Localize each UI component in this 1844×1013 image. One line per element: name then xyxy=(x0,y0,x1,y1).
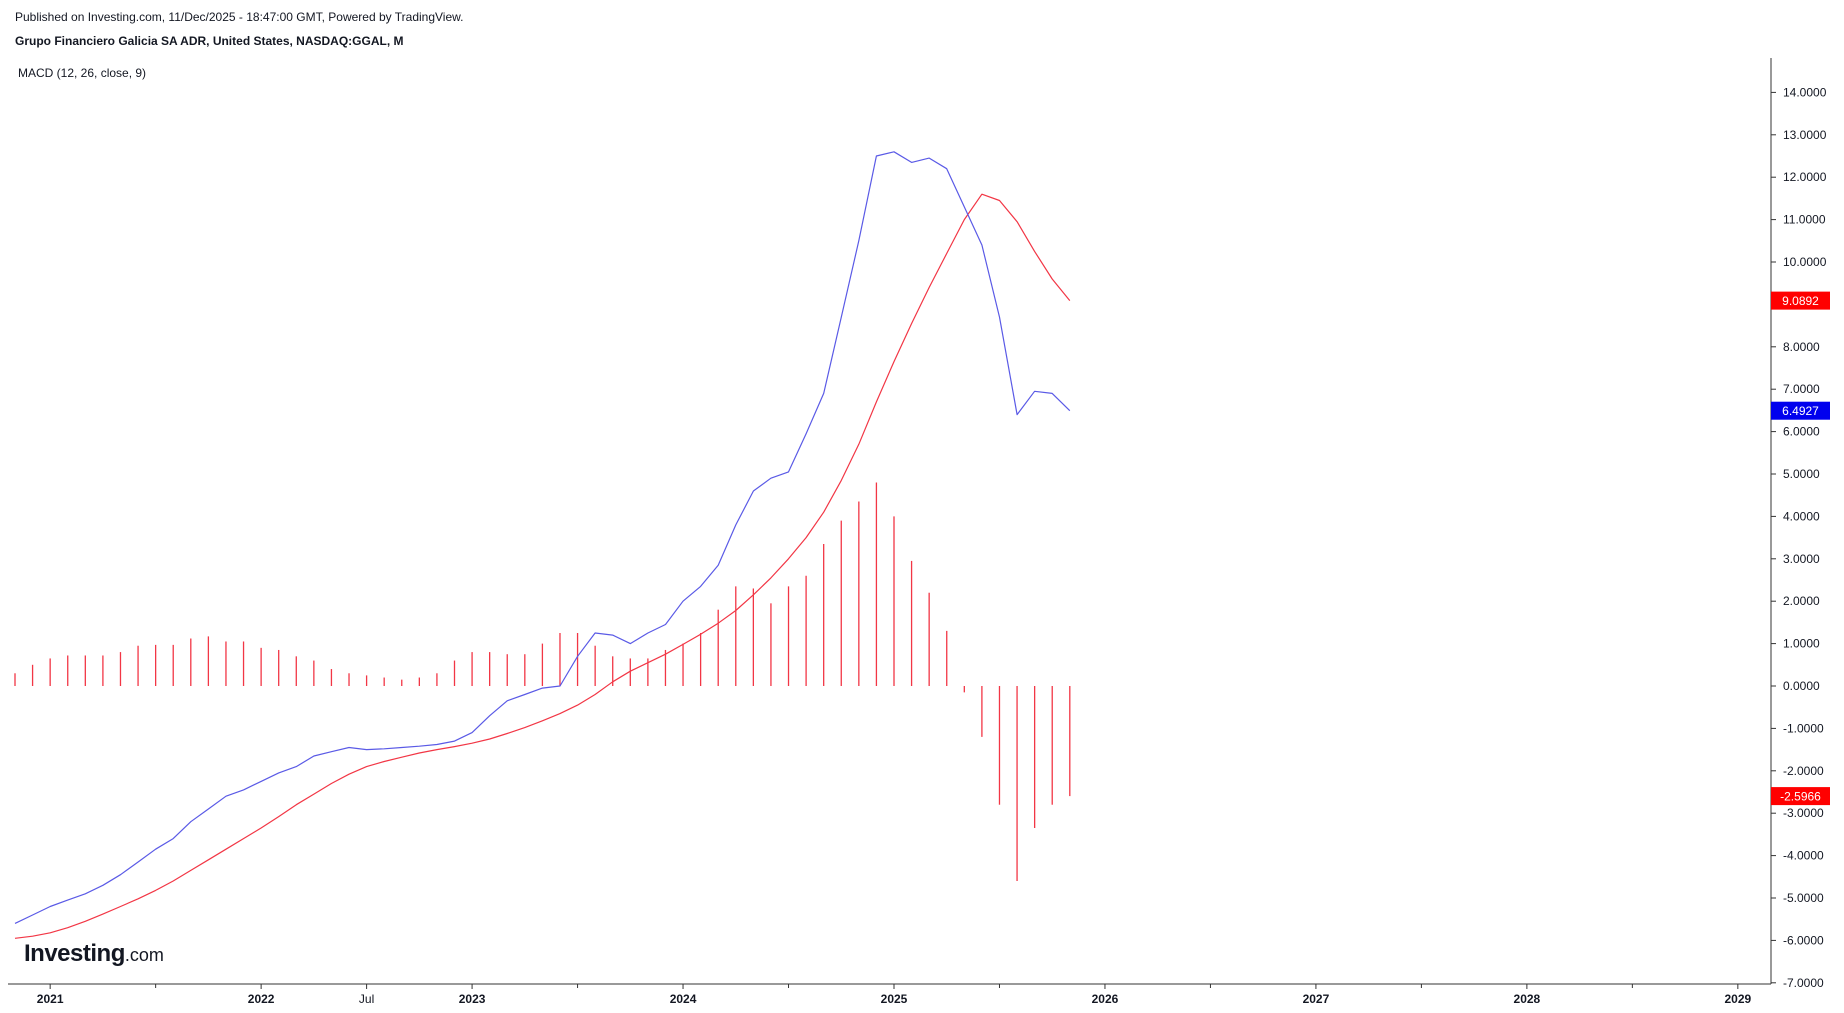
y-tick-label: 11.0000 xyxy=(1783,213,1826,227)
investing-logo[interactable]: Investing.com xyxy=(24,942,164,966)
y-tick-label: 4.0000 xyxy=(1783,509,1820,523)
y-tick-label: 14.0000 xyxy=(1783,85,1827,99)
published-note: Published on Investing.com, 11/Dec/2025 … xyxy=(15,10,464,24)
y-tick-label: -7.0000 xyxy=(1783,976,1824,990)
histogram-value-badge: -2.5966 xyxy=(1771,787,1830,806)
y-tick-label: 1.0000 xyxy=(1783,637,1820,651)
y-tick-label: -5.0000 xyxy=(1783,891,1824,905)
signal-value-badge-bg xyxy=(1771,291,1830,310)
x-tick-label: 2024 xyxy=(670,992,697,1006)
value-badges: 9.0892 6.4927 -2.5966 xyxy=(1771,291,1830,806)
histogram-value-badge-bg xyxy=(1771,787,1830,806)
x-tick-label: 2027 xyxy=(1303,992,1330,1006)
macd-line xyxy=(14,151,1071,924)
macd-value-badge-label: 6.4927 xyxy=(1782,404,1819,418)
axes: 14.0000 13.0000 12.0000 11.0000 10.0000 8.000… xyxy=(8,58,1827,1006)
y-tick-label: 10.0000 xyxy=(1783,255,1827,269)
x-tick-label: 2025 xyxy=(881,992,908,1006)
histogram-bars xyxy=(14,482,1071,882)
macd-value-badge: 6.4927 xyxy=(1771,401,1830,420)
macd-value-badge-bg xyxy=(1771,401,1830,420)
y-tick-label: 13.0000 xyxy=(1783,128,1827,142)
y-tick-label: 8.0000 xyxy=(1783,340,1820,354)
x-tick-label: 2021 xyxy=(37,992,64,1006)
series-lines xyxy=(14,151,1071,939)
y-tick-label: 0.0000 xyxy=(1783,679,1820,693)
logo-suffix: .com xyxy=(124,945,164,965)
y-tick-label: 3.0000 xyxy=(1783,552,1820,566)
x-tick-label: 2026 xyxy=(1092,992,1119,1006)
y-tick-label: 2.0000 xyxy=(1783,594,1820,608)
signal-value-badge: 9.0892 xyxy=(1771,291,1830,310)
indicator-label[interactable]: MACD (12, 26, close, 9) xyxy=(18,66,147,80)
y-tick-label: -6.0000 xyxy=(1783,933,1824,947)
y-tick-label: -1.0000 xyxy=(1783,721,1824,735)
chart-title: Grupo Financiero Galicia SA ADR, United … xyxy=(15,34,404,48)
histogram-value-badge-label: -2.5966 xyxy=(1780,790,1821,804)
x-tick-label: Jul xyxy=(359,992,374,1006)
x-tick-label: 2029 xyxy=(1724,992,1751,1006)
y-tick-label: -4.0000 xyxy=(1783,849,1824,863)
logo-wordmark: Investing xyxy=(24,940,125,967)
y-tick-label: 7.0000 xyxy=(1783,382,1820,396)
y-tick-label: -2.0000 xyxy=(1783,764,1824,778)
y-tick-label: 12.0000 xyxy=(1783,170,1827,184)
y-tick-label: 5.0000 xyxy=(1783,467,1820,481)
signal-line xyxy=(14,193,1071,939)
y-tick-label: -3.0000 xyxy=(1783,806,1824,820)
x-tick-label: 2028 xyxy=(1514,992,1541,1006)
y-tick-label: 6.0000 xyxy=(1783,425,1820,439)
signal-value-badge-label: 9.0892 xyxy=(1782,294,1819,308)
x-tick-label: 2023 xyxy=(459,992,486,1006)
x-tick-label: 2022 xyxy=(248,992,275,1006)
